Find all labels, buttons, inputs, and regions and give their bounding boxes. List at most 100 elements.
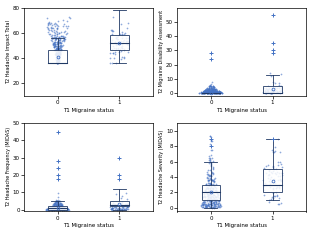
Point xyxy=(52,208,57,211)
Point xyxy=(213,197,218,201)
Point xyxy=(114,47,119,51)
Point xyxy=(124,36,129,40)
Point xyxy=(57,55,62,58)
Point xyxy=(204,199,209,203)
Point xyxy=(44,208,49,212)
Point xyxy=(52,31,57,35)
Point xyxy=(207,89,212,93)
Point xyxy=(112,202,117,206)
Point xyxy=(277,83,282,87)
Point xyxy=(55,53,60,57)
Point xyxy=(215,198,220,202)
Point xyxy=(120,208,125,212)
Point xyxy=(216,89,221,93)
Point xyxy=(205,90,210,93)
Point xyxy=(272,149,277,153)
Point xyxy=(273,86,278,90)
Point xyxy=(203,184,208,187)
Point xyxy=(207,84,212,88)
Point xyxy=(56,58,61,62)
Point xyxy=(114,36,119,40)
Point xyxy=(122,31,127,35)
Point xyxy=(270,86,275,90)
Point xyxy=(60,206,65,210)
Point xyxy=(215,195,220,199)
Point xyxy=(118,22,123,26)
Point xyxy=(58,34,63,38)
Point xyxy=(208,134,213,138)
Point xyxy=(55,59,60,63)
Point xyxy=(216,91,221,94)
Point xyxy=(56,57,61,60)
Point xyxy=(208,84,213,88)
Point xyxy=(202,91,207,95)
Point xyxy=(57,55,62,59)
Point xyxy=(209,90,214,93)
Point xyxy=(61,206,66,210)
Point xyxy=(52,207,57,211)
Y-axis label: T2 Headache Impact Total: T2 Headache Impact Total xyxy=(6,20,11,84)
Point xyxy=(56,50,61,54)
Point xyxy=(111,46,116,50)
Point xyxy=(60,207,65,210)
Point xyxy=(121,207,126,211)
Point xyxy=(208,199,213,203)
Point xyxy=(271,167,276,170)
Point xyxy=(210,170,215,174)
Point xyxy=(202,90,207,93)
Point xyxy=(53,207,58,211)
Point xyxy=(59,203,64,207)
Point xyxy=(50,207,55,211)
Point xyxy=(52,21,57,25)
Point xyxy=(279,165,284,169)
Point xyxy=(54,205,59,209)
Point xyxy=(51,203,56,207)
Point xyxy=(209,80,214,84)
Point xyxy=(55,36,60,40)
Point xyxy=(51,207,56,211)
Point xyxy=(66,15,71,18)
Point xyxy=(197,91,202,95)
Point xyxy=(205,88,210,92)
Point xyxy=(212,89,217,93)
Point xyxy=(45,207,50,211)
Point xyxy=(266,87,271,91)
Point xyxy=(122,56,127,60)
Point xyxy=(199,203,204,207)
Point xyxy=(213,201,218,205)
Point xyxy=(208,135,213,139)
Point xyxy=(60,208,65,211)
Point xyxy=(56,204,61,208)
Point xyxy=(54,203,59,207)
Point xyxy=(277,150,282,154)
Point xyxy=(268,91,273,95)
Point xyxy=(205,196,210,199)
Point xyxy=(56,51,61,55)
Point xyxy=(50,42,55,46)
Point xyxy=(125,197,130,201)
Point xyxy=(215,91,220,94)
Point xyxy=(206,202,211,205)
Point xyxy=(110,28,115,31)
Point xyxy=(207,174,212,178)
Point xyxy=(113,46,118,50)
Point xyxy=(207,197,212,201)
Point xyxy=(267,200,272,203)
Point xyxy=(50,41,55,44)
Point xyxy=(269,197,274,201)
Point xyxy=(53,205,58,209)
Point xyxy=(217,198,222,202)
Point xyxy=(54,206,59,210)
Point xyxy=(211,91,216,94)
Point xyxy=(215,202,220,206)
Point xyxy=(50,26,55,29)
Point xyxy=(207,205,212,209)
Point xyxy=(272,82,277,85)
Point xyxy=(205,89,210,92)
Point xyxy=(263,86,268,90)
Point xyxy=(60,206,65,210)
Point xyxy=(207,160,212,164)
Point xyxy=(46,30,51,33)
Point xyxy=(51,207,56,211)
Point xyxy=(271,164,275,168)
